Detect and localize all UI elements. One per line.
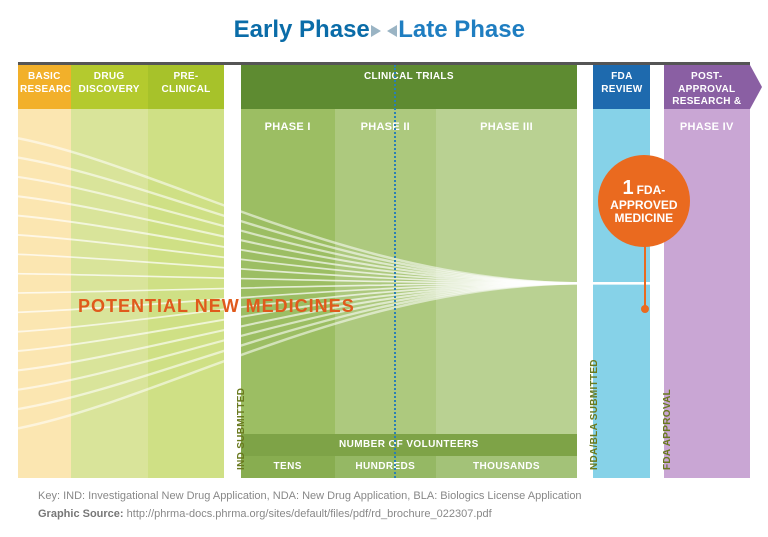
- col-header-basic: BASIC RESEARCH: [18, 65, 71, 109]
- sub-post: PHASE IV: [664, 109, 750, 478]
- late-phase-label: Late Phase: [398, 16, 525, 44]
- footer: Key: IND: Investigational New Drug Appli…: [38, 488, 730, 523]
- key-text: Key: IND: Investigational New Drug Appli…: [38, 488, 730, 506]
- badge-connector-dot: [641, 305, 649, 313]
- col-body-post: PHASE IV: [664, 109, 750, 478]
- sub-label: PHASE III: [436, 121, 577, 133]
- vlabel-approval: FDA APPROVAL: [662, 389, 673, 470]
- source-label: Graphic Source:: [38, 508, 124, 520]
- col-header-gap2: [577, 65, 593, 109]
- vlabel-nda: NDA/BLA SUBMITTED: [589, 359, 600, 470]
- badge-line2: APPROVED: [610, 199, 677, 212]
- volunteer-cell: TENS: [241, 456, 335, 478]
- sub-label: PHASE I: [241, 121, 335, 133]
- diagram-root: Early Phase Late Phase BASIC RESEARCHDRU…: [0, 0, 768, 537]
- funnel-label: POTENTIAL NEW MEDICINES: [78, 296, 355, 317]
- col-header-gap3: [650, 65, 663, 109]
- sub-label: PHASE IV: [664, 121, 750, 133]
- volunteer-title: NUMBER OF VOLUNTEERS: [241, 434, 578, 456]
- col-body-basic: [18, 109, 71, 478]
- volunteer-strip: NUMBER OF VOLUNTEERSTENSHUNDREDSTHOUSAND…: [241, 434, 578, 478]
- column-header-row: BASIC RESEARCHDRUG DISCOVERYPRE-CLINICAL…: [18, 65, 750, 109]
- col-body-discov: [71, 109, 148, 478]
- badge-line1: FDA-: [637, 183, 666, 197]
- sub-trials: PHASE II: [335, 109, 436, 478]
- pipeline-chart: BASIC RESEARCHDRUG DISCOVERYPRE-CLINICAL…: [18, 62, 750, 478]
- sub-trials: PHASE III: [436, 109, 577, 478]
- sub-trials: PHASE I: [241, 109, 335, 478]
- volunteer-cell: HUNDREDS: [335, 456, 436, 478]
- col-header-post: POST-APPROVAL RESEARCH & MONITORING: [664, 65, 750, 109]
- col-header-gap1: [224, 65, 240, 109]
- col-header-discov: DRUG DISCOVERY: [71, 65, 148, 109]
- phase-divider-line: [394, 65, 396, 478]
- badge-connector: [644, 243, 646, 309]
- col-header-fda: FDA REVIEW: [593, 65, 650, 109]
- col-header-preclin: PRE-CLINICAL: [148, 65, 225, 109]
- phase-divider-arrows: [369, 20, 399, 42]
- col-body-trials: PHASE IPHASE IIPHASE III NUMBER OF VOLUNT…: [241, 109, 578, 478]
- badge-number: 1: [622, 177, 633, 199]
- vlabel-ind: IND SUBMITTED: [236, 388, 247, 470]
- sub-label: PHASE II: [335, 121, 436, 133]
- source-url: http://phrma-docs.phrma.org/sites/defaul…: [127, 508, 492, 520]
- badge-line3: MEDICINE: [615, 212, 674, 225]
- early-phase-label: Early Phase: [234, 16, 370, 44]
- col-header-trials: CLINICAL TRIALS: [241, 65, 578, 109]
- fda-approved-badge: 1 FDA- APPROVED MEDICINE: [598, 155, 690, 247]
- phase-header: Early Phase Late Phase: [28, 14, 740, 54]
- col-body-preclin: [148, 109, 225, 478]
- volunteer-cell: THOUSANDS: [436, 456, 577, 478]
